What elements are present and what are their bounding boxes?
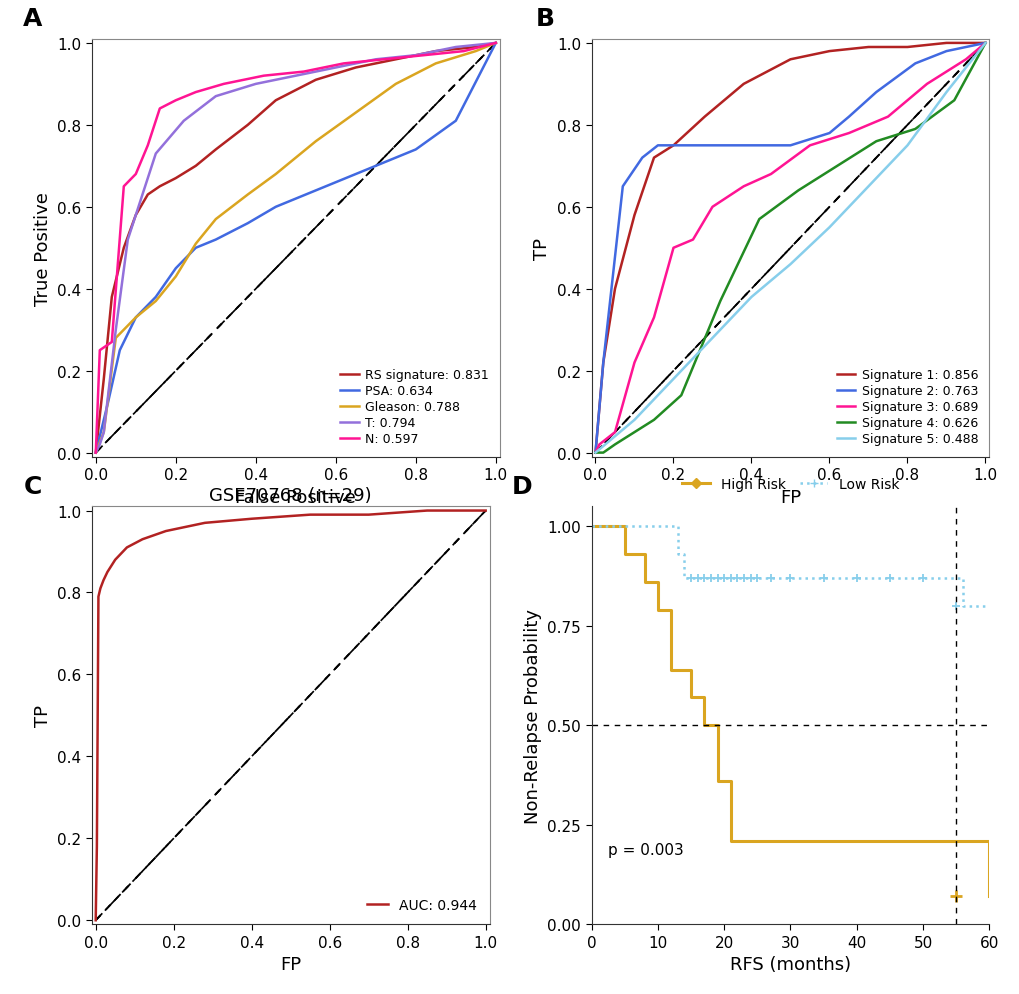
Y-axis label: TP: TP [34,705,52,727]
Text: A: A [22,7,42,32]
X-axis label: FP: FP [280,955,301,973]
Text: B: B [535,7,554,32]
Legend: AUC: 0.944: AUC: 0.944 [362,893,482,917]
X-axis label: False Positive: False Positive [235,488,356,506]
Legend: Signature 1: 0.856, Signature 2: 0.763, Signature 3: 0.689, Signature 4: 0.626, : Signature 1: 0.856, Signature 2: 0.763, … [830,364,982,451]
Title: GSE70768 (n=29): GSE70768 (n=29) [209,486,372,504]
Y-axis label: TP: TP [533,238,551,259]
Legend: High Risk, Low Risk: High Risk, Low Risk [676,472,904,497]
Y-axis label: Non-Relapse Probability: Non-Relapse Probability [524,608,541,823]
Text: C: C [24,474,43,499]
X-axis label: FP: FP [780,488,800,506]
X-axis label: RFS (months): RFS (months) [730,955,850,973]
Text: p = 0.003: p = 0.003 [607,842,683,857]
Text: D: D [512,474,532,499]
Legend: RS signature: 0.831, PSA: 0.634, Gleason: 0.788, T: 0.794, N: 0.597: RS signature: 0.831, PSA: 0.634, Gleason… [334,364,493,451]
Y-axis label: True Positive: True Positive [34,192,52,305]
